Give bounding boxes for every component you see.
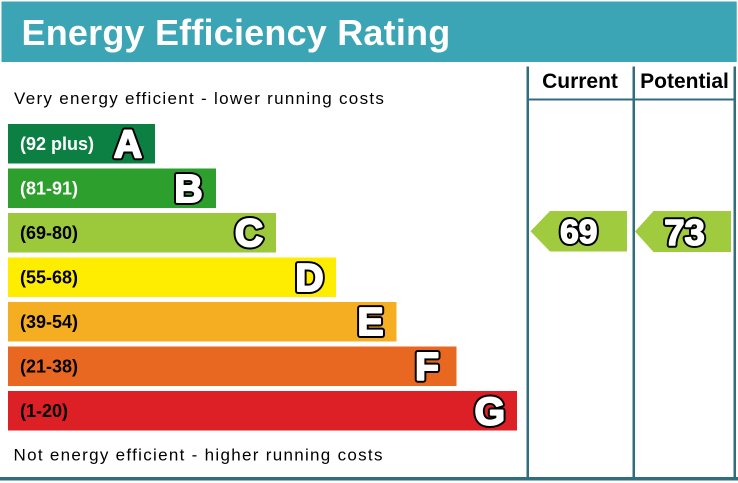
svg-text:A: A — [114, 124, 142, 167]
svg-text:73: 73 — [664, 212, 705, 253]
svg-text:D: D — [295, 257, 323, 300]
svg-text:F: F — [415, 346, 439, 389]
svg-text:Current: Current — [542, 70, 618, 93]
svg-text:69: 69 — [560, 214, 597, 251]
svg-text:E: E — [357, 301, 383, 344]
svg-text:(1-20): (1-20) — [20, 401, 68, 421]
svg-text:Very energy efficient - lower: Very energy efficient - lower running co… — [14, 89, 385, 108]
svg-text:F: F — [415, 346, 439, 389]
svg-text:(55-68): (55-68) — [20, 268, 78, 288]
svg-text:G: G — [475, 391, 505, 434]
svg-text:73: 73 — [664, 212, 705, 253]
svg-text:(39-54): (39-54) — [20, 312, 78, 332]
svg-text:A: A — [114, 124, 142, 167]
svg-text:(81-91): (81-91) — [20, 179, 78, 199]
svg-text:E: E — [357, 301, 383, 344]
svg-text:Potential: Potential — [640, 70, 729, 93]
svg-text:(92 plus): (92 plus) — [20, 134, 94, 154]
svg-text:D: D — [295, 257, 323, 300]
svg-text:C: C — [235, 212, 263, 255]
svg-text:69: 69 — [560, 214, 597, 251]
svg-text:Not energy efficient - higher: Not energy efficient - higher running co… — [14, 446, 384, 465]
svg-text:C: C — [235, 212, 263, 255]
svg-text:B: B — [174, 168, 202, 211]
svg-text:(21-38): (21-38) — [20, 357, 78, 377]
svg-text:G: G — [475, 391, 505, 434]
svg-text:B: B — [174, 168, 202, 211]
svg-text:Energy Efficiency Rating: Energy Efficiency Rating — [22, 12, 451, 53]
svg-text:(69-80): (69-80) — [20, 223, 78, 243]
